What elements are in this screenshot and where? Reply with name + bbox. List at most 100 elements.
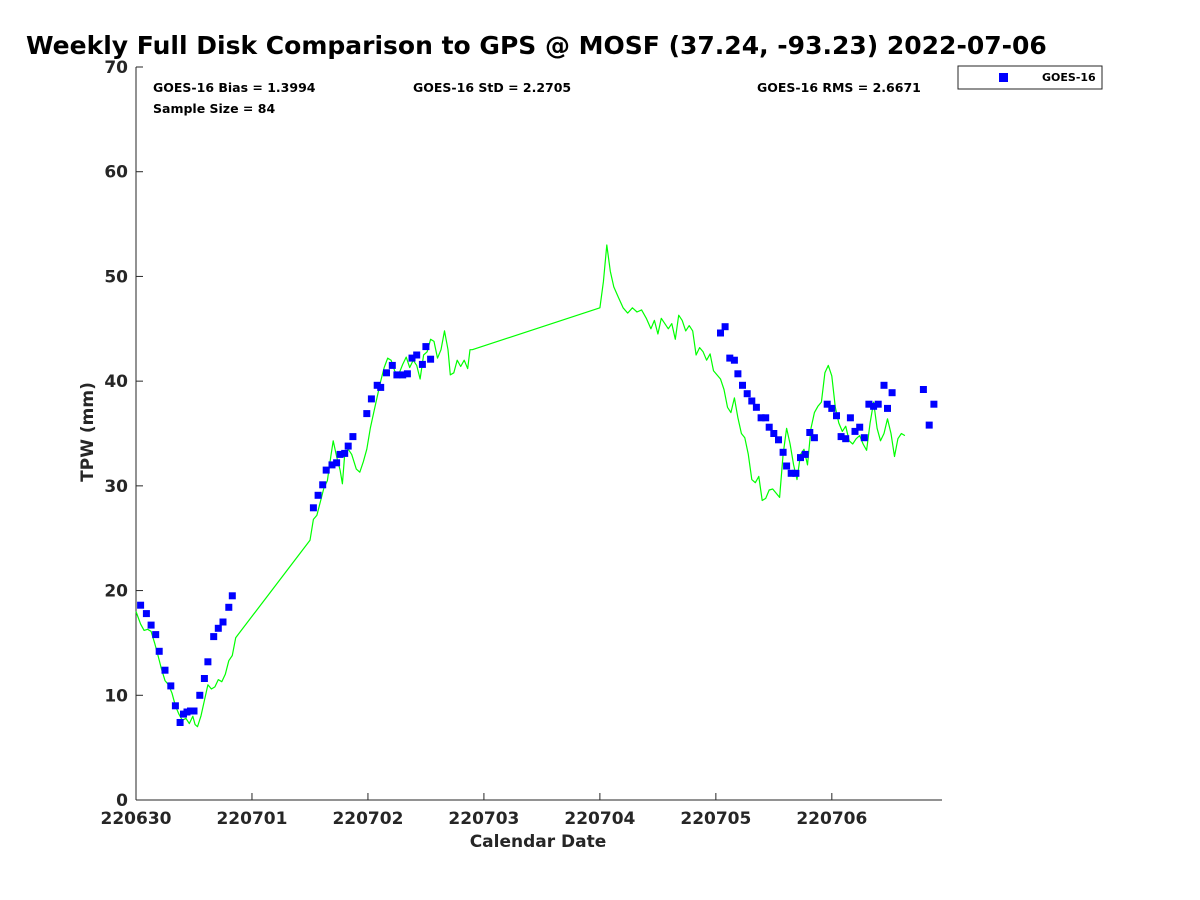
goes16-point (734, 370, 742, 378)
goes16-point (219, 618, 227, 626)
std-stat: GOES-16 StD = 2.2705 (413, 80, 571, 95)
bias-stat: GOES-16 Bias = 1.3994 (153, 80, 316, 95)
y-axis-label: TPW (mm) (78, 382, 98, 482)
goes16-point (309, 504, 317, 512)
goes16-point (176, 719, 184, 726)
y-tick-label: 40 (104, 372, 128, 392)
goes16-point (314, 491, 322, 499)
goes16-point (865, 400, 873, 408)
goes16-point (210, 633, 218, 641)
goes16-point (851, 427, 859, 435)
goes16-point (806, 429, 814, 436)
goes16-point (770, 430, 778, 437)
y-tick-label: 60 (104, 163, 128, 183)
goes16-point (137, 601, 145, 609)
x-tick-label: 220706 (796, 809, 867, 829)
goes16-point (833, 412, 840, 420)
rms-stat: GOES-16 RMS = 2.6671 (757, 80, 921, 95)
goes16-point (748, 397, 756, 405)
goes16-point (860, 434, 868, 442)
goes16-point (823, 400, 831, 408)
goes16-point (228, 592, 236, 600)
goes16-point (919, 386, 927, 393)
goes16-point (810, 434, 818, 442)
goes16-point (783, 462, 791, 470)
goes16-point (828, 404, 836, 412)
goes16-point (870, 402, 878, 410)
goes16-point (721, 323, 729, 331)
goes16-point (730, 356, 738, 364)
x-tick-label: 220704 (564, 809, 635, 829)
goes16-point (752, 403, 760, 411)
x-axis-label: Calendar Date (470, 832, 607, 852)
goes16-point (152, 631, 160, 639)
goes16-point (856, 423, 864, 431)
goes16-point (884, 404, 891, 412)
goes16-point (349, 433, 357, 441)
y-tick-label: 70 (104, 58, 128, 78)
goes16-point (333, 459, 341, 467)
y-tick-label: 20 (104, 582, 128, 602)
gps-series-line (135, 244, 906, 728)
y-tick-label: 10 (104, 686, 128, 706)
goes16-point (726, 354, 734, 362)
goes16-point (322, 466, 330, 474)
y-tick-label: 30 (104, 477, 128, 497)
goes16-point (167, 682, 175, 690)
goes16-point (743, 390, 751, 398)
y-tick-label: 0 (116, 791, 128, 811)
goes16-point (341, 449, 349, 457)
goes16-point (399, 371, 407, 379)
goes16-point (874, 400, 882, 408)
goes16-point (344, 442, 352, 450)
goes16-point (319, 481, 327, 489)
goes16-point (842, 435, 850, 443)
goes16-point (762, 414, 770, 422)
goes16-point (775, 436, 782, 444)
goes16-point (200, 675, 208, 682)
goes16-point (408, 354, 416, 362)
goes16-point (779, 448, 787, 456)
goes16-point (801, 450, 809, 458)
goes16-point (418, 360, 426, 368)
goes16-point (422, 343, 430, 351)
chart-title: Weekly Full Disk Comparison to GPS @ MOS… (26, 31, 1047, 60)
goes16-point (403, 370, 411, 378)
goes16-point (797, 454, 804, 462)
goes16-point (190, 707, 198, 715)
goes16-point (383, 369, 390, 377)
legend-box (957, 65, 1103, 90)
goes16-point (427, 355, 435, 363)
goes16-point (171, 702, 179, 710)
goes16-point (161, 666, 169, 674)
legend-label: GOES-16 (1042, 71, 1096, 84)
legend-marker (999, 73, 1008, 82)
goes16-point (204, 658, 212, 666)
goes16-point (837, 433, 845, 441)
x-tick-label: 220705 (680, 809, 751, 829)
goes16-point (367, 395, 375, 403)
sample-size-stat: Sample Size = 84 (153, 101, 275, 116)
series-layer (135, 244, 938, 728)
goes16-point (363, 410, 371, 418)
goes16-point (388, 361, 396, 369)
x-tick-label: 220630 (101, 809, 172, 829)
goes16-point (930, 400, 938, 408)
y-ticks: 0 10 20 30 40 50 60 70 (104, 58, 143, 811)
goes16-point (880, 381, 888, 389)
y-tick-label: 50 (104, 267, 128, 287)
goes16-point (787, 469, 795, 477)
goes16-point (925, 421, 933, 429)
goes16-point (739, 381, 746, 389)
goes16-point (888, 389, 896, 397)
x-tick-label: 220701 (216, 809, 287, 829)
goes16-point (846, 414, 854, 422)
goes16-point (757, 414, 765, 422)
goes16-point (214, 624, 222, 632)
goes16-point (155, 647, 163, 655)
goes16-point (765, 423, 773, 431)
x-tick-label: 220702 (332, 809, 403, 829)
goes16-point (393, 371, 401, 379)
goes16-point (792, 469, 800, 477)
